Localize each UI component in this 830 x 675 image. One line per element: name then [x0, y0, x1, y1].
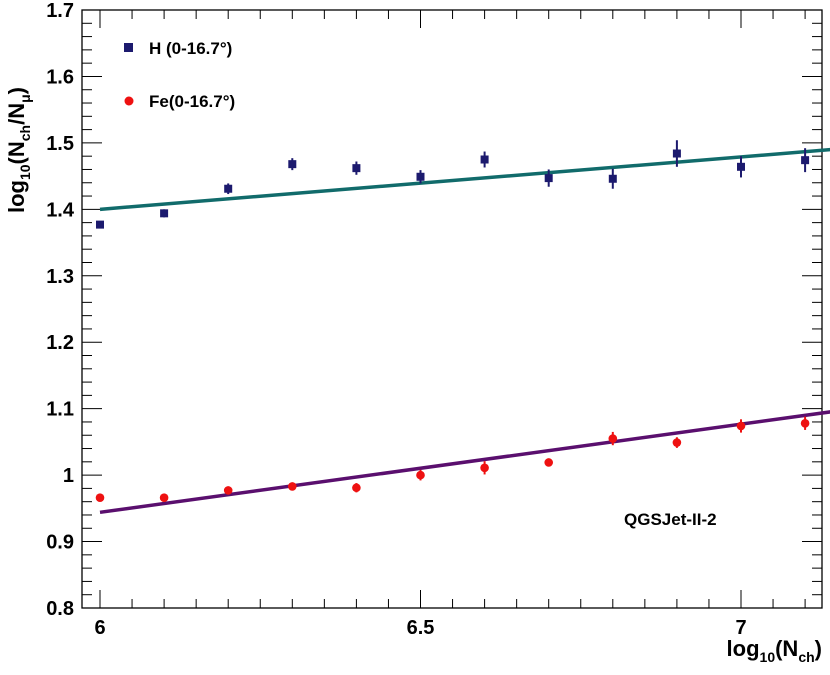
fe-data-point: [672, 438, 682, 447]
legend: H (0-16.7°) Fe(0-16.7°): [124, 39, 235, 111]
y-tick-label: 1.5: [46, 133, 74, 155]
y-tick-label: 1.7: [46, 0, 74, 22]
h-data-point: [288, 160, 297, 169]
h-data-point: [160, 209, 169, 218]
h-data-point: [672, 149, 681, 158]
fe-data-point: [352, 483, 361, 493]
y-axis-title: log10(Nch/Nμ): [4, 87, 33, 213]
fe-data-point: [223, 486, 233, 495]
legend-marker-fe: [124, 96, 134, 106]
legend-label-h: H (0-16.7°): [149, 39, 232, 58]
fe-data-point: [544, 458, 553, 467]
fe-data-point: [608, 434, 618, 443]
fe-data-point: [416, 470, 425, 480]
y-tick-label: 1.6: [46, 66, 74, 88]
y-tick-label: 0.8: [46, 598, 74, 620]
tick-labels: 0.80.911.11.21.31.41.51.61.766.577.58: [46, 0, 746, 639]
fe-data-point: [288, 482, 297, 491]
fit-lines: [99, 147, 830, 515]
fit-line-h: [99, 147, 830, 212]
h-data-point: [352, 164, 361, 173]
x-tick-label: 6: [94, 617, 105, 639]
fe-data-point: [736, 421, 746, 431]
fe-data-point: [480, 463, 489, 473]
axis-ticks: [82, 9, 822, 609]
plot-frame: [81, 9, 823, 609]
h-data-point: [416, 172, 425, 181]
h-data-point: [737, 162, 745, 171]
fe-data-point: [800, 418, 810, 428]
legend-marker-h: [124, 43, 133, 52]
fe-data-point: [159, 493, 169, 503]
h-data-point: [96, 220, 104, 229]
model-annotation: QGSJet-II-2: [624, 510, 717, 529]
x-tick-label: 6.5: [407, 617, 435, 639]
h-data-point: [608, 174, 617, 183]
y-tick-label: 1.4: [46, 199, 75, 221]
fit-line-fe: [99, 410, 830, 515]
data-points: [95, 140, 810, 503]
x-axis-title: log10(Nch): [727, 636, 822, 665]
y-tick-label: 1.2: [46, 332, 74, 354]
y-tick-label: 1.3: [46, 266, 74, 288]
y-tick-label: 0.9: [46, 532, 74, 554]
h-data-point: [224, 184, 233, 193]
x-tick-label: 7: [735, 617, 746, 639]
fe-data-point: [95, 493, 105, 503]
h-data-point: [544, 174, 553, 183]
h-data-point: [801, 156, 810, 165]
y-tick-label: 1: [63, 465, 74, 487]
y-tick-label: 1.1: [46, 399, 74, 421]
legend-label-fe: Fe(0-16.7°): [149, 92, 235, 111]
h-data-point: [480, 155, 489, 164]
